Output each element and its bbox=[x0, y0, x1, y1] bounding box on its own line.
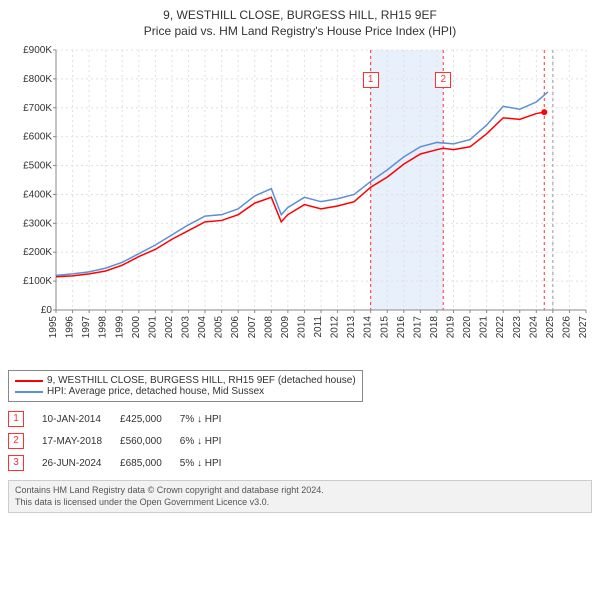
event-marker: 1 bbox=[363, 72, 379, 88]
footer-line: Contains HM Land Registry data © Crown c… bbox=[15, 485, 585, 497]
svg-text:£300K: £300K bbox=[23, 218, 52, 229]
event-row: 3 26-JUN-2024£685,0005% ↓ HPI bbox=[8, 452, 239, 474]
svg-text:2022: 2022 bbox=[495, 316, 506, 339]
svg-text:2005: 2005 bbox=[214, 316, 225, 339]
legend: 9, WESTHILL CLOSE, BURGESS HILL, RH15 9E… bbox=[8, 370, 363, 402]
svg-text:2023: 2023 bbox=[512, 316, 523, 339]
event-date: 10-JAN-2014 bbox=[42, 408, 120, 430]
svg-text:2007: 2007 bbox=[247, 316, 258, 339]
event-row: 2 17-MAY-2018£560,0006% ↓ HPI bbox=[8, 430, 239, 452]
event-price: £560,000 bbox=[120, 430, 180, 452]
title-line2: Price paid vs. HM Land Registry's House … bbox=[8, 24, 592, 38]
title-line1: 9, WESTHILL CLOSE, BURGESS HILL, RH15 9E… bbox=[8, 8, 592, 22]
svg-text:2014: 2014 bbox=[363, 316, 374, 339]
legend-label: 9, WESTHILL CLOSE, BURGESS HILL, RH15 9E… bbox=[47, 375, 356, 386]
event-date: 17-MAY-2018 bbox=[42, 430, 120, 452]
svg-text:1995: 1995 bbox=[48, 316, 59, 339]
svg-text:2004: 2004 bbox=[197, 316, 208, 339]
svg-text:2000: 2000 bbox=[131, 316, 142, 339]
svg-text:2006: 2006 bbox=[230, 316, 241, 339]
events-table: 1 10-JAN-2014£425,0007% ↓ HPI 2 17-MAY-2018… bbox=[8, 408, 592, 474]
svg-text:£200K: £200K bbox=[23, 247, 52, 258]
event-row: 1 10-JAN-2014£425,0007% ↓ HPI bbox=[8, 408, 239, 430]
event-marker-box: 3 bbox=[8, 455, 24, 471]
footer-line: This data is licensed under the Open Gov… bbox=[15, 497, 585, 509]
svg-text:2026: 2026 bbox=[561, 316, 572, 339]
svg-text:2020: 2020 bbox=[462, 316, 473, 339]
svg-text:1999: 1999 bbox=[114, 316, 125, 339]
legend-swatch bbox=[15, 391, 43, 393]
svg-text:£400K: £400K bbox=[23, 189, 52, 200]
event-diff: 6% ↓ HPI bbox=[180, 430, 240, 452]
svg-text:1996: 1996 bbox=[65, 316, 76, 339]
event-marker: 2 bbox=[435, 72, 451, 88]
svg-text:2009: 2009 bbox=[280, 316, 291, 339]
event-price: £425,000 bbox=[120, 408, 180, 430]
legend-item: 9, WESTHILL CLOSE, BURGESS HILL, RH15 9E… bbox=[15, 375, 356, 386]
line-chart: £0 £100K £200K £300K £400K £500K £600K £700K £80… bbox=[8, 42, 592, 362]
svg-text:2012: 2012 bbox=[330, 316, 341, 339]
svg-text:2019: 2019 bbox=[446, 316, 457, 339]
event-marker-box: 2 bbox=[8, 433, 24, 449]
svg-text:2017: 2017 bbox=[412, 316, 423, 339]
legend-item: HPI: Average price, detached house, Mid … bbox=[15, 386, 356, 397]
svg-text:£500K: £500K bbox=[23, 161, 52, 172]
legend-label: HPI: Average price, detached house, Mid … bbox=[47, 386, 264, 397]
svg-text:1997: 1997 bbox=[81, 316, 92, 339]
svg-text:2010: 2010 bbox=[296, 316, 307, 339]
svg-text:2025: 2025 bbox=[545, 316, 556, 339]
svg-text:£700K: £700K bbox=[23, 103, 52, 114]
svg-text:£800K: £800K bbox=[23, 74, 52, 85]
svg-text:£900K: £900K bbox=[23, 45, 52, 56]
attribution-footer: Contains HM Land Registry data © Crown c… bbox=[8, 480, 592, 513]
event-diff: 7% ↓ HPI bbox=[180, 408, 240, 430]
svg-text:2015: 2015 bbox=[379, 316, 390, 339]
svg-text:£600K: £600K bbox=[23, 132, 52, 143]
svg-text:2001: 2001 bbox=[147, 316, 158, 339]
svg-text:2027: 2027 bbox=[578, 316, 589, 339]
svg-text:2013: 2013 bbox=[346, 316, 357, 339]
event-date: 26-JUN-2024 bbox=[42, 452, 120, 474]
svg-text:2016: 2016 bbox=[396, 316, 407, 339]
legend-swatch bbox=[15, 380, 43, 382]
svg-text:1998: 1998 bbox=[98, 316, 109, 339]
svg-text:£100K: £100K bbox=[23, 276, 52, 287]
event-price: £685,000 bbox=[120, 452, 180, 474]
chart-titles: 9, WESTHILL CLOSE, BURGESS HILL, RH15 9E… bbox=[8, 8, 592, 38]
svg-text:2002: 2002 bbox=[164, 316, 175, 339]
svg-text:2024: 2024 bbox=[528, 316, 539, 339]
chart-container: £0 £100K £200K £300K £400K £500K £600K £700K £80… bbox=[8, 42, 592, 362]
event-marker-box: 1 bbox=[8, 411, 24, 427]
svg-text:2003: 2003 bbox=[181, 316, 192, 339]
svg-text:2011: 2011 bbox=[313, 316, 324, 338]
event-diff: 5% ↓ HPI bbox=[180, 452, 240, 474]
svg-text:2018: 2018 bbox=[429, 316, 440, 339]
svg-text:2008: 2008 bbox=[263, 316, 274, 339]
svg-text:£0: £0 bbox=[41, 305, 53, 316]
svg-text:2021: 2021 bbox=[479, 316, 490, 339]
